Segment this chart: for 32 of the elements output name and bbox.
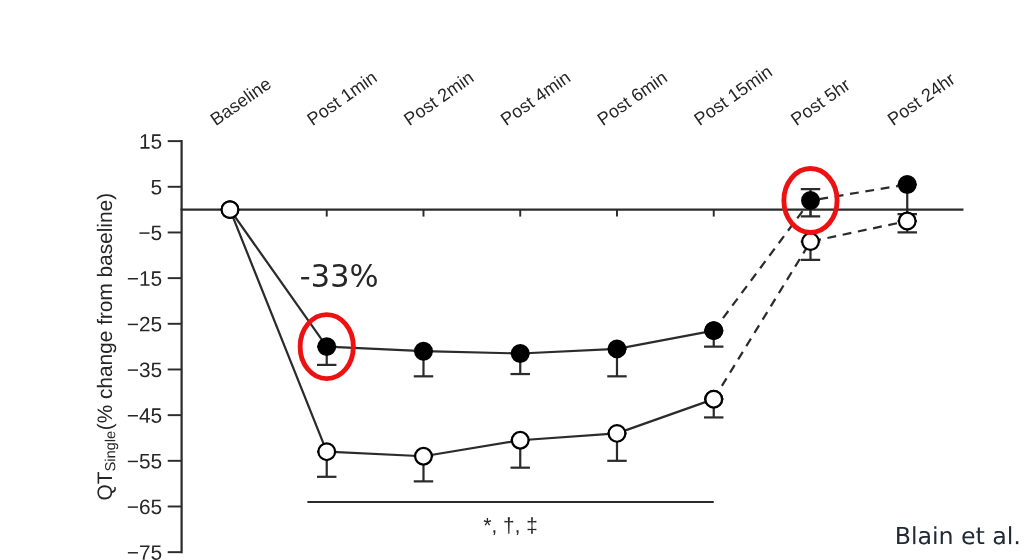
point xyxy=(317,442,337,462)
y-tick-label: −65 xyxy=(127,499,162,515)
point xyxy=(510,344,530,363)
point xyxy=(801,232,820,252)
annotation: -33% xyxy=(301,263,377,287)
x-tick-label: Post 24hr xyxy=(886,71,957,126)
y-tick-label: −15 xyxy=(127,271,162,286)
y-tick-label: −35 xyxy=(127,362,162,378)
annotation: Blain et al. xyxy=(897,526,1019,545)
x-tick-label: Post 2min xyxy=(403,70,475,126)
y-tick-label: 15 xyxy=(140,134,162,149)
point xyxy=(704,321,724,341)
x-tick-label: Post 4min xyxy=(499,70,571,126)
point xyxy=(607,423,627,443)
point xyxy=(414,446,433,466)
x-tick-label: Post 1min xyxy=(306,70,378,126)
y-tick-label: 5 xyxy=(151,180,162,195)
y-tick-label: −75 xyxy=(127,545,162,560)
point xyxy=(607,339,627,359)
ref-line-label: *, †, ‡ xyxy=(483,517,537,536)
y-tick-label: −5 xyxy=(139,225,162,241)
x-tick-label: Post 5hr xyxy=(790,77,852,126)
point xyxy=(510,430,530,450)
point xyxy=(897,211,917,231)
y-tick-label: −25 xyxy=(127,316,162,332)
y-tick-label: −55 xyxy=(127,454,162,469)
point xyxy=(704,389,724,409)
point xyxy=(414,341,433,361)
y-tick-label: −45 xyxy=(127,408,162,423)
point xyxy=(897,175,917,194)
y-axis-title: QT$_{Single}$(% change from baseline) xyxy=(96,194,119,500)
x-tick-label: Post 6min xyxy=(596,70,668,126)
